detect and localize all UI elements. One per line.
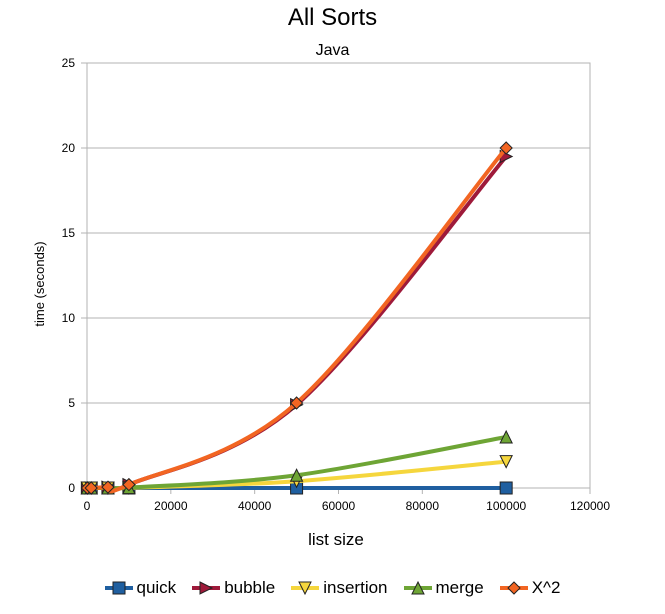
series-line: [87, 146, 508, 494]
x-tick-label: 0: [84, 499, 91, 513]
legend-item-merge: merge: [403, 578, 484, 598]
legend-label: merge: [435, 578, 484, 597]
chart-title: All Sorts: [287, 4, 378, 31]
legend-swatch: [403, 580, 432, 595]
legend-marker: [298, 581, 313, 596]
y-axis-label: time (seconds): [32, 241, 47, 326]
y-tick-label: 20: [62, 141, 76, 155]
legend-label: X^2: [531, 578, 561, 597]
x-tick-label: 80000: [406, 499, 440, 513]
series-X^2: [80, 141, 513, 495]
legend-marker: [112, 581, 125, 595]
y-tick-label: 25: [62, 56, 76, 70]
legend-marker: [199, 581, 214, 595]
legend-swatch: [192, 581, 221, 595]
legend-label: quick: [136, 578, 177, 597]
y-tick-label: 15: [62, 226, 76, 240]
x-tick-label: 100000: [486, 499, 526, 513]
legend: quick bubble insertion merge X^2: [0, 578, 665, 598]
x-axis-label: list size: [308, 530, 364, 549]
legend-marker: [506, 581, 521, 595]
legend-marker: [410, 580, 425, 595]
legend-item-insertion: insertion: [291, 578, 388, 598]
legend-label: bubble: [224, 578, 276, 597]
data-point: [499, 429, 513, 444]
series-bubble: [80, 149, 514, 495]
data-point: [499, 455, 513, 469]
data-point: [289, 396, 304, 410]
legend-item-quick: quick: [104, 578, 177, 598]
legend-swatch: [499, 581, 528, 595]
y-tick-label: 0: [68, 481, 75, 495]
plot-area: [86, 62, 591, 489]
data-point: [499, 481, 513, 495]
data-point: [101, 480, 115, 494]
legend-item-X^2: X^2: [499, 578, 561, 598]
legend-swatch: [104, 581, 133, 595]
data-point: [84, 481, 98, 495]
x-tick-label: 120000: [570, 499, 610, 513]
x-tick-label: 60000: [322, 499, 356, 513]
legend-label: insertion: [323, 578, 388, 597]
y-tick-label: 10: [62, 311, 76, 325]
y-tick-label: 5: [68, 396, 75, 410]
legend-item-bubble: bubble: [192, 578, 275, 598]
data-point: [499, 141, 513, 155]
legend-swatch: [291, 581, 320, 596]
series-line: [87, 155, 508, 494]
data-point: [122, 477, 136, 492]
x-tick-label: 20000: [154, 499, 188, 513]
x-tick-label: 40000: [238, 499, 272, 513]
chart-subtitle: Java: [315, 42, 350, 59]
data-point: [289, 468, 304, 482]
